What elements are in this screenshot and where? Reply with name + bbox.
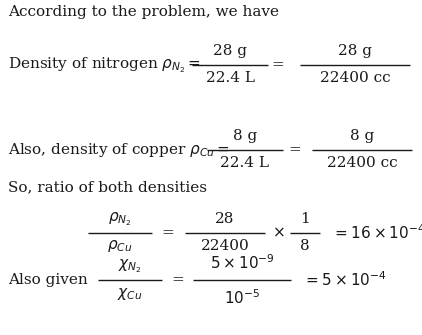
Text: Also, density of copper $\rho_{Cu}=$: Also, density of copper $\rho_{Cu}=$	[8, 141, 230, 159]
Text: Density of nitrogen $\rho_{N_2}=$: Density of nitrogen $\rho_{N_2}=$	[8, 55, 201, 75]
Text: =: =	[172, 273, 184, 287]
Text: =: =	[162, 226, 174, 240]
Text: $10^{-5}$: $10^{-5}$	[224, 289, 260, 307]
Text: So, ratio of both densities: So, ratio of both densities	[8, 180, 207, 194]
Text: 1: 1	[300, 212, 310, 226]
Text: $\times$: $\times$	[272, 226, 284, 240]
Text: 22.4 L: 22.4 L	[206, 71, 254, 85]
Text: 8 g: 8 g	[233, 129, 257, 143]
Text: $\chi_{Cu}$: $\chi_{Cu}$	[117, 286, 143, 302]
Text: 8 g: 8 g	[350, 129, 374, 143]
Text: According to the problem, we have: According to the problem, we have	[8, 5, 279, 19]
Text: 22400: 22400	[200, 239, 249, 253]
Text: 28: 28	[215, 212, 235, 226]
Text: Also given: Also given	[8, 273, 88, 287]
Text: 22.4 L: 22.4 L	[221, 156, 270, 170]
Text: $\chi_{N_2}$: $\chi_{N_2}$	[118, 257, 142, 275]
Text: 28 g: 28 g	[213, 44, 247, 58]
Text: =: =	[289, 143, 301, 157]
Text: 22400 cc: 22400 cc	[320, 71, 390, 85]
Text: 8: 8	[300, 239, 310, 253]
Text: $\rho_{N_2}$: $\rho_{N_2}$	[108, 210, 132, 228]
Text: $5\times10^{-9}$: $5\times10^{-9}$	[210, 254, 274, 272]
Text: 28 g: 28 g	[338, 44, 372, 58]
Text: =: =	[272, 58, 284, 72]
Text: $=16\times10^{-4}$: $=16\times10^{-4}$	[332, 224, 422, 242]
Text: 22400 cc: 22400 cc	[327, 156, 397, 170]
Text: $=5\times10^{-4}$: $=5\times10^{-4}$	[303, 271, 387, 289]
Text: $\rho_{Cu}$: $\rho_{Cu}$	[107, 238, 133, 254]
